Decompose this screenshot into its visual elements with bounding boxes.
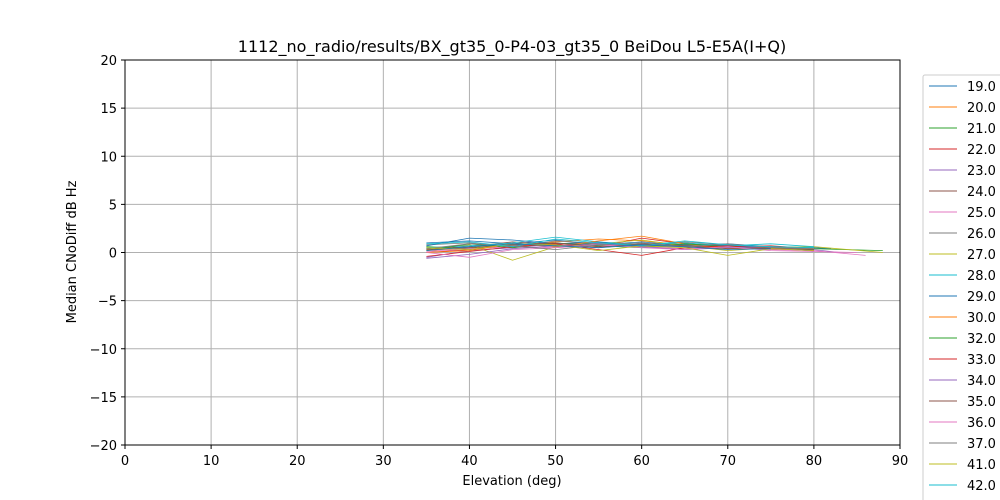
legend-label: 20.0: [967, 101, 996, 116]
legend-label: 36.0: [967, 416, 996, 431]
legend-label: 23.0: [967, 164, 996, 179]
legend-label: 21.0: [967, 122, 996, 137]
y-tick-label: 15: [100, 102, 117, 117]
x-tick-label: 80: [806, 454, 823, 469]
x-tick-label: 20: [289, 454, 306, 469]
legend-label: 28.0: [967, 269, 996, 284]
legend-label: 19.0: [967, 80, 996, 95]
y-tick-label: −20: [90, 439, 117, 454]
x-tick-label: 0: [121, 454, 129, 469]
legend-label: 22.0: [967, 143, 996, 158]
y-tick-label: 20: [100, 54, 117, 69]
chart-title: 1112_no_radio/results/BX_gt35_0-P4-03_gt…: [238, 37, 786, 57]
x-tick-label: 90: [892, 454, 909, 469]
x-tick-label: 10: [203, 454, 220, 469]
y-tick-label: 10: [100, 150, 117, 165]
y-tick-label: −15: [90, 391, 117, 406]
legend-label: 27.0: [967, 248, 996, 263]
legend-label: 35.0: [967, 395, 996, 410]
legend-label: 24.0: [967, 185, 996, 200]
legend-box: [922, 74, 1000, 500]
legend-label: 29.0: [967, 290, 996, 305]
grid-lines: [124, 59, 901, 446]
legend-label: 26.0: [967, 227, 996, 242]
legend-label: 37.0: [967, 437, 996, 452]
legend-label: 41.0: [967, 458, 996, 473]
y-tick-label: −10: [90, 343, 117, 358]
legend-label: 25.0: [967, 206, 996, 221]
legend-label: 42.0: [967, 479, 996, 494]
x-axis-label: Elevation (deg): [462, 474, 561, 489]
legend-label: 33.0: [967, 353, 996, 368]
series-line: [426, 242, 814, 251]
series-layer: [426, 235, 883, 261]
series-line: [426, 244, 857, 258]
x-tick-label: 30: [375, 454, 392, 469]
x-tick-label: 40: [461, 454, 478, 469]
y-axis-ticks: −20 −15 −10 −5 0 5 10 15 20: [90, 54, 125, 454]
x-tick-label: 60: [633, 454, 650, 469]
series-line: [426, 238, 814, 249]
y-axis-label: Median CNoDiff dB Hz: [65, 180, 80, 323]
x-tick-label: 70: [720, 454, 737, 469]
y-tick-label: −5: [98, 295, 117, 310]
series-line: [426, 243, 814, 256]
x-tick-label: 50: [547, 454, 564, 469]
legend-label: 34.0: [967, 374, 996, 389]
legend-label: 30.0: [967, 311, 996, 326]
series-line: [426, 243, 771, 251]
y-tick-label: 0: [109, 247, 117, 262]
legend: 19.0 20.0 21.0 22.0 23.0 24.0 25.0 26.0 27.0 28.0…: [922, 74, 1000, 500]
y-tick-label: 5: [109, 198, 117, 213]
legend-label: 32.0: [967, 332, 996, 347]
series-line: [426, 242, 814, 250]
x-axis-ticks: 0 10 20 30 40 50 60 70 80 90: [121, 445, 908, 469]
